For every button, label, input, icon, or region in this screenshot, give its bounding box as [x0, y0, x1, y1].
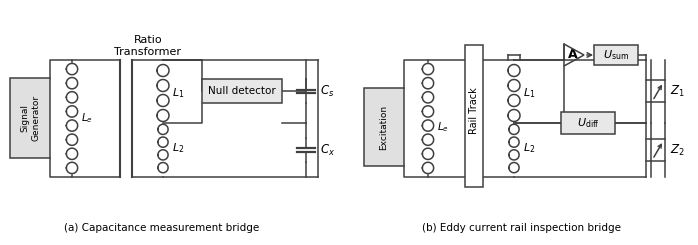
- Ellipse shape: [470, 157, 477, 161]
- Text: Null detector: Null detector: [208, 86, 276, 97]
- Text: (a) Capacitance measurement bridge: (a) Capacitance measurement bridge: [64, 223, 260, 233]
- Text: $C_s$: $C_s$: [320, 84, 334, 99]
- Text: $Z_1$: $Z_1$: [670, 84, 685, 99]
- Text: A: A: [568, 49, 578, 61]
- Text: $C_x$: $C_x$: [320, 142, 335, 158]
- Bar: [10, 78, 50, 158]
- Bar: [651, 81, 665, 102]
- Bar: [651, 139, 665, 161]
- Bar: [202, 79, 282, 103]
- Bar: [364, 88, 404, 166]
- Text: $U_{\mathrm{sum}}$: $U_{\mathrm{sum}}$: [603, 48, 629, 62]
- Text: $U_{\mathrm{diff}}$: $U_{\mathrm{diff}}$: [577, 116, 600, 130]
- Text: $L_e$: $L_e$: [437, 120, 449, 134]
- Bar: [465, 45, 483, 187]
- Text: $L_e$: $L_e$: [81, 111, 93, 125]
- Text: $L_2$: $L_2$: [523, 142, 535, 155]
- Text: Ratio
Transformer: Ratio Transformer: [114, 35, 181, 57]
- Text: Signal
Generator: Signal Generator: [20, 95, 40, 141]
- Bar: [594, 45, 638, 65]
- Text: (b) Eddy current rail inspection bridge: (b) Eddy current rail inspection bridge: [422, 223, 621, 233]
- Text: $L_1$: $L_1$: [172, 86, 184, 100]
- Text: $Z_2$: $Z_2$: [670, 142, 685, 158]
- Text: Excitation: Excitation: [380, 104, 389, 149]
- Text: Rail Track: Rail Track: [469, 88, 479, 134]
- Text: $L_1$: $L_1$: [523, 86, 535, 100]
- Bar: [561, 112, 615, 134]
- Text: $L_2$: $L_2$: [172, 142, 184, 155]
